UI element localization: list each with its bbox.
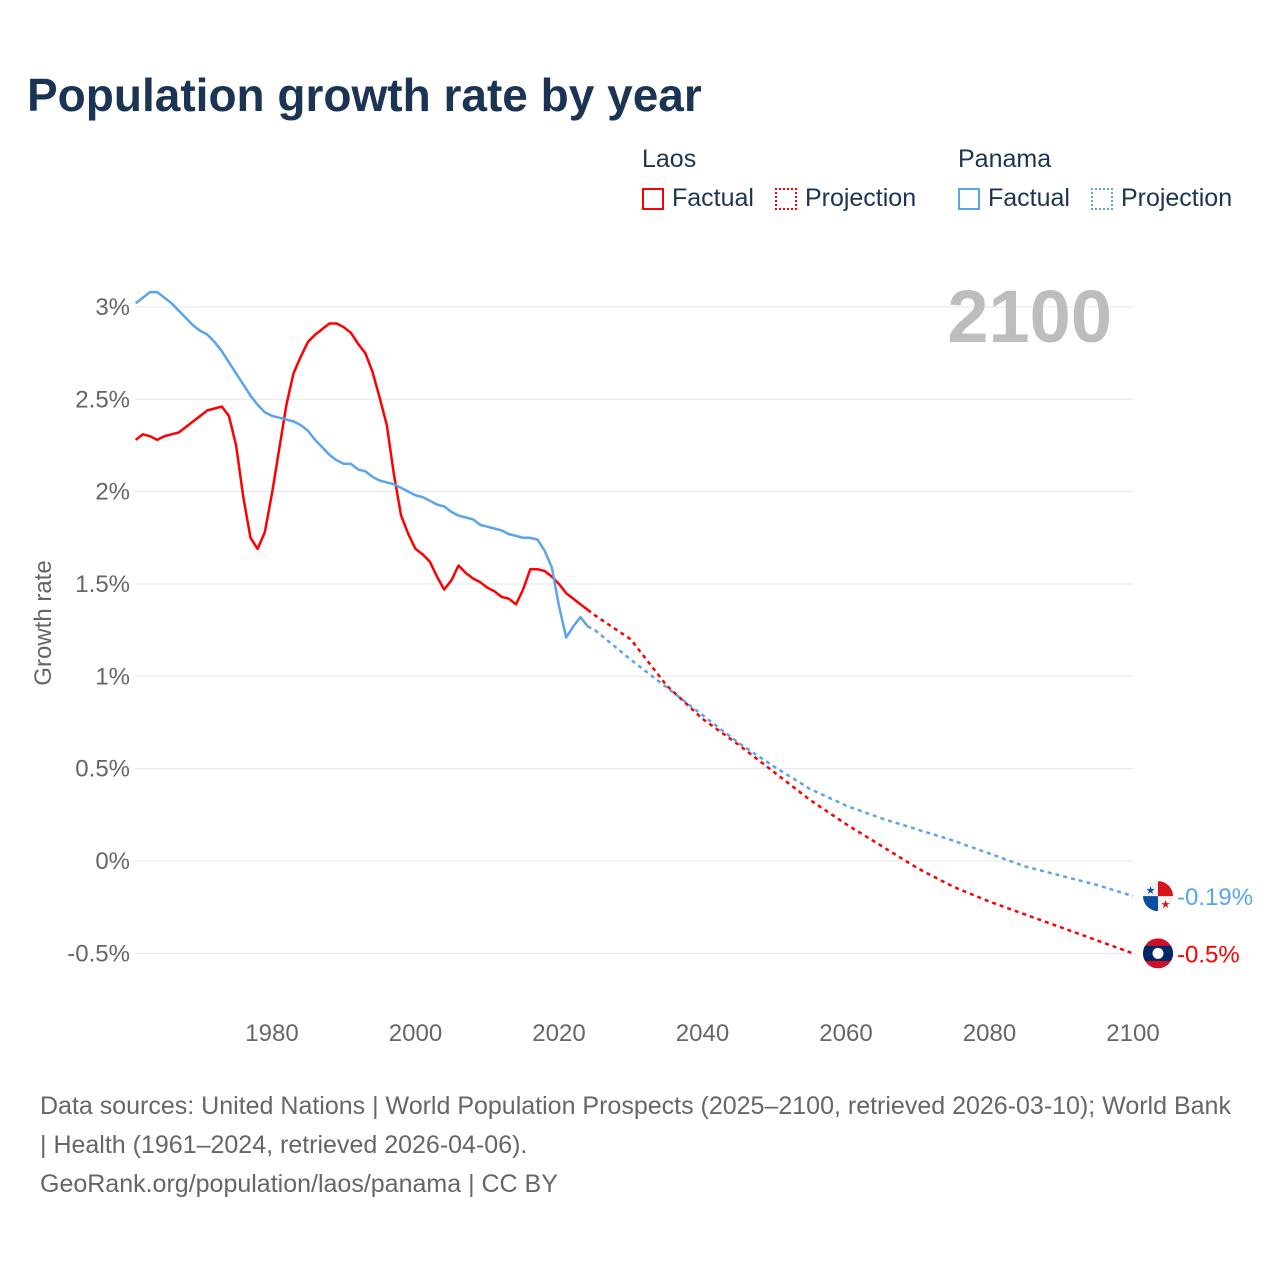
legend-group-laos: Laos Factual Projection (642, 145, 930, 217)
legend-swatch (1090, 187, 1113, 210)
flag-red (1158, 881, 1173, 897)
credit-link[interactable]: GeoRank.org/population/laos/panama | CC … (40, 1170, 558, 1198)
legend-item-panama-projection[interactable]: Projection (1090, 184, 1233, 213)
y-tick-label: 3% (95, 294, 130, 321)
legend-swatch (774, 187, 797, 210)
y-tick-label: 0% (95, 848, 130, 875)
legend-label: Projection (804, 184, 917, 212)
chart-area: -0.5% 0% 0.5% 1% 1.5% 2% 2.5% 3% 1980 2000 2020 204… (30, 275, 1253, 1047)
flag-star: ★ (1161, 899, 1171, 911)
x-tick-label: 2100 (1106, 1020, 1159, 1047)
legend-item-laos-factual[interactable]: Factual (642, 184, 754, 213)
legend-group-title: Panama (958, 145, 1052, 173)
data-sources: Data sources: United Nations | World Pop… (40, 1092, 1231, 1159)
y-tick-label: 1% (95, 663, 130, 690)
x-tick-label: 2060 (819, 1020, 872, 1047)
footer: Data sources: United Nations | World Pop… (40, 1087, 1240, 1204)
flag (1143, 938, 1173, 969)
laos-factual-line (134, 322, 589, 611)
legend-group-panama: Panama Factual Projection (958, 145, 1246, 217)
flag-blue (1143, 896, 1158, 912)
flag: ★★ (1143, 881, 1173, 912)
legend-label: Factual (672, 184, 754, 212)
legend-label: Projection (1120, 184, 1233, 212)
y-tick-label: 2.5% (75, 386, 130, 413)
x-tick-label: 2020 (532, 1020, 585, 1047)
x-tick-label: 2000 (389, 1020, 442, 1047)
y-tick-label: 1.5% (75, 571, 130, 598)
laos-end-value-label: -0.5% (1177, 941, 1240, 968)
legend-label: Factual (988, 184, 1070, 212)
y-tick-label: 2% (95, 479, 130, 506)
y-tick-label: -0.5% (67, 940, 130, 967)
legend-group-title: Laos (642, 145, 697, 173)
legend-swatch (642, 187, 664, 210)
laos-flag-icon (1143, 938, 1173, 969)
y-axis-label: Growth rate (30, 560, 57, 685)
legend-item-panama-factual[interactable]: Factual (958, 184, 1070, 213)
flag-star: ★ (1146, 885, 1156, 897)
panama-projection-line (587, 625, 1134, 898)
laos-projection-line (586, 608, 1134, 955)
legend-item-laos-projection[interactable]: Projection (774, 184, 917, 213)
panama-factual-line (134, 290, 589, 639)
x-tick-label: 1980 (245, 1020, 298, 1047)
panama-flag-icon: ★★ (1143, 881, 1173, 912)
x-tick-label: 2040 (676, 1020, 729, 1047)
y-tick-label: 0.5% (75, 756, 130, 783)
current-year-label: 2100 (947, 275, 1112, 358)
chart-title: Population growth rate by year (27, 69, 702, 121)
flag-disc (1152, 947, 1164, 959)
legend-swatch (958, 187, 980, 210)
x-tick-label: 2080 (963, 1020, 1016, 1047)
panama-end-value-label: -0.19% (1177, 884, 1253, 911)
